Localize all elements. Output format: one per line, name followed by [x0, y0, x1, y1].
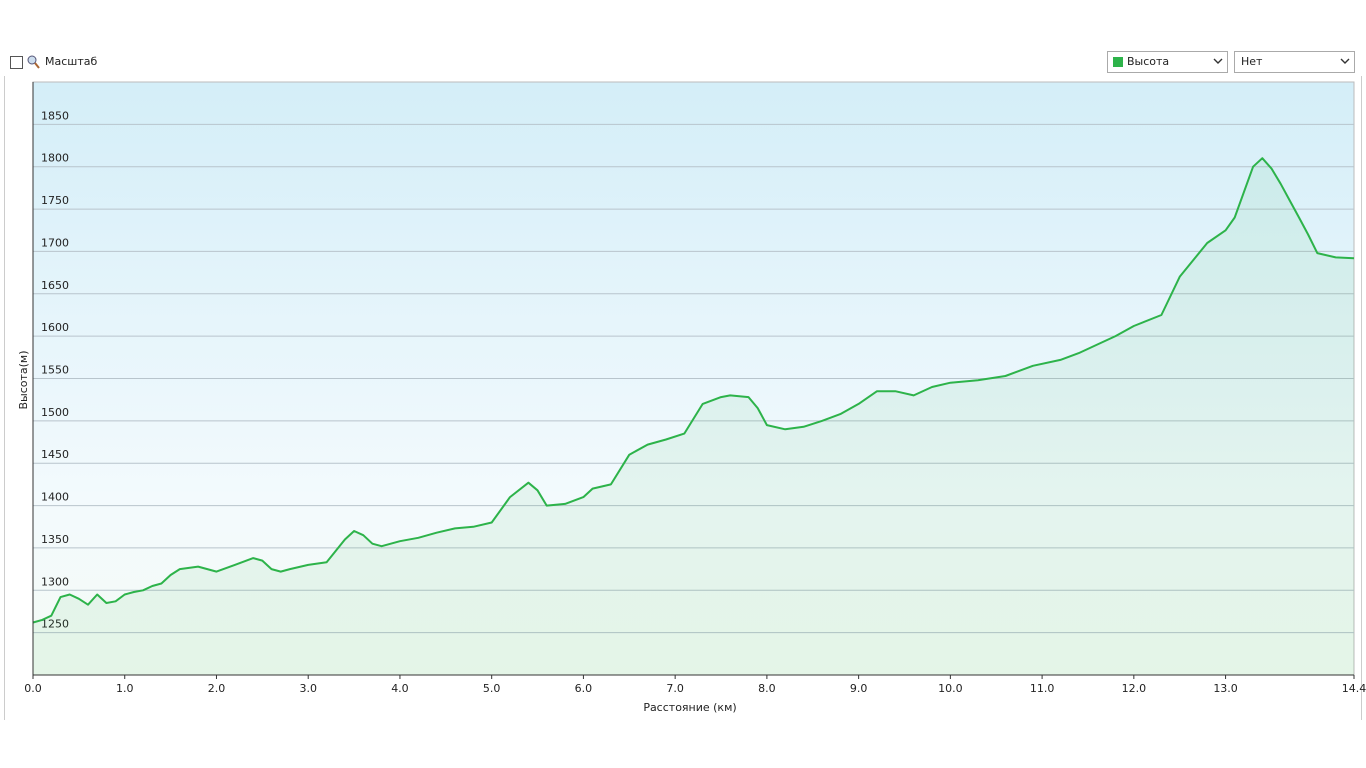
zoom-icon: [27, 55, 37, 65]
y-tick-label: 1550: [41, 364, 69, 377]
x-tick-label: 6.0: [575, 682, 593, 695]
elevation-line: [32, 157, 1355, 624]
legend-label[interactable]: Высота: [1127, 55, 1169, 68]
x-tick-label: 10.0: [938, 682, 963, 695]
x-tick-label: 8.0: [758, 682, 776, 695]
y-tick-label: 1700: [41, 236, 69, 249]
legend-swatch: [1113, 57, 1123, 67]
x-tick-label: 13.0: [1213, 682, 1238, 695]
zoom-label[interactable]: Масштаб: [45, 55, 97, 68]
y-tick-label: 1300: [41, 575, 69, 588]
x-tick-label: 11.0: [1030, 682, 1055, 695]
area-fill: [33, 158, 1354, 675]
y-tick-label: 1400: [41, 491, 69, 504]
y-tick-label: 1350: [41, 533, 69, 546]
x-tick-label: 1.0: [116, 682, 134, 695]
x-tick-label: 0.0: [24, 682, 42, 695]
series-select[interactable]: [1107, 51, 1228, 73]
y-tick-label: 1450: [41, 448, 69, 461]
y-tick-label: 1800: [41, 152, 69, 165]
x-axis-label: Расстояние (км): [643, 701, 736, 714]
x-tick-label: 12.0: [1122, 682, 1147, 695]
y-tick-label: 1650: [41, 279, 69, 292]
y-axis-label: Высота(м): [17, 350, 30, 409]
second-select-label[interactable]: Нет: [1241, 55, 1263, 68]
x-tick-label: 4.0: [391, 682, 409, 695]
x-tick-label: 5.0: [483, 682, 501, 695]
y-tick-label: 1850: [41, 109, 69, 122]
zoom-checkbox[interactable]: [10, 56, 23, 69]
y-tick-label: 1250: [41, 618, 69, 631]
x-tick-label: 3.0: [299, 682, 317, 695]
x-tick-label: 7.0: [666, 682, 684, 695]
y-tick-label: 1600: [41, 321, 69, 334]
y-tick-label: 1500: [41, 406, 69, 419]
dropdown-arrow: [1340, 58, 1350, 64]
zoom-icon-handle: [34, 62, 40, 69]
x-tick-label: 2.0: [208, 682, 226, 695]
plot-layer: 1250 1300 1350 1400 1450 1500 1550 1600 1650 1700…: [24, 109, 1366, 695]
y-tick-label: 1750: [41, 194, 69, 207]
second-select[interactable]: [1234, 51, 1355, 73]
x-tick-label: 9.0: [850, 682, 868, 695]
x-tick-label: 14.4: [1342, 682, 1366, 695]
dropdown-arrow: [1213, 58, 1223, 64]
